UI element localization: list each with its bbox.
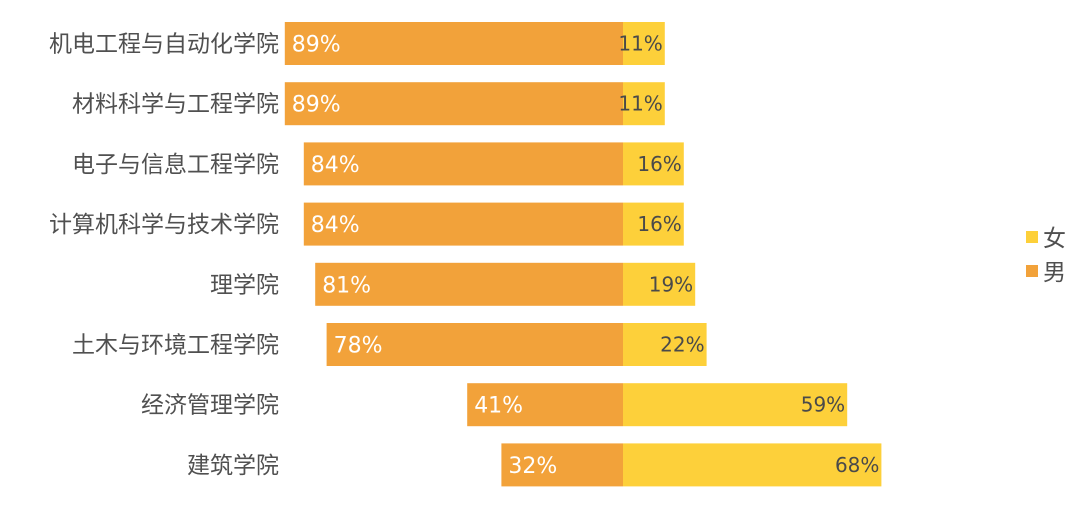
bar-male — [303, 202, 623, 246]
bar-group: 89% 11% 89% 11% 84% 16% 84% 16% 81% 19% 78% 22% 41% 5… — [284, 22, 882, 487]
data-label-female: 11% — [618, 32, 662, 56]
bar-female — [623, 82, 665, 126]
category-label: 土木与环境工程学院 — [72, 333, 279, 359]
bar-male — [467, 383, 623, 427]
category-label: 建筑学院 — [187, 453, 279, 479]
data-label-female: 22% — [660, 333, 704, 357]
bar-male — [501, 443, 623, 487]
bar-female — [623, 262, 696, 306]
data-label-male: 84% — [311, 153, 360, 178]
data-label-female: 19% — [649, 272, 693, 296]
legend-label-male: 男 — [1043, 260, 1066, 286]
data-label-male: 89% — [292, 33, 341, 58]
data-label-male: 81% — [322, 273, 371, 298]
bar-male — [284, 22, 623, 65]
category-label: 材料科学与工程学院 — [72, 92, 279, 118]
data-label-male: 78% — [334, 334, 383, 359]
data-label-female: 68% — [835, 453, 879, 477]
bar-female — [623, 323, 707, 366]
data-label-male: 32% — [508, 454, 557, 479]
data-label-female: 16% — [637, 152, 681, 176]
category-labels: 机电工程与自动化学院材料科学与工程学院电子与信息工程学院计算机科学与技术学院理学… — [49, 32, 279, 479]
data-label-male: 84% — [311, 213, 360, 238]
bar-male — [284, 82, 623, 126]
category-label: 计算机科学与技术学院 — [49, 212, 279, 238]
legend-label-female: 女 — [1043, 226, 1066, 252]
bar-female — [623, 383, 848, 427]
data-label-male: 89% — [292, 93, 341, 118]
data-label-female: 59% — [801, 393, 845, 417]
bar-male — [326, 323, 623, 366]
bar-male — [303, 142, 623, 186]
bar-female — [623, 22, 665, 65]
data-label-female: 16% — [637, 212, 681, 236]
data-label-male: 41% — [474, 394, 523, 419]
legend-swatch-female — [1026, 231, 1038, 243]
category-label: 理学院 — [210, 272, 279, 298]
bar-male — [315, 262, 623, 306]
bar-female — [623, 202, 684, 246]
category-label: 电子与信息工程学院 — [72, 152, 279, 178]
bar-female — [623, 142, 684, 186]
data-label-female: 11% — [618, 92, 662, 116]
category-label: 经济管理学院 — [141, 393, 279, 419]
category-label: 机电工程与自动化学院 — [49, 32, 279, 58]
legend-swatch-male — [1026, 265, 1038, 277]
bar-female — [623, 443, 882, 487]
legend: 女 男 — [1026, 226, 1066, 286]
